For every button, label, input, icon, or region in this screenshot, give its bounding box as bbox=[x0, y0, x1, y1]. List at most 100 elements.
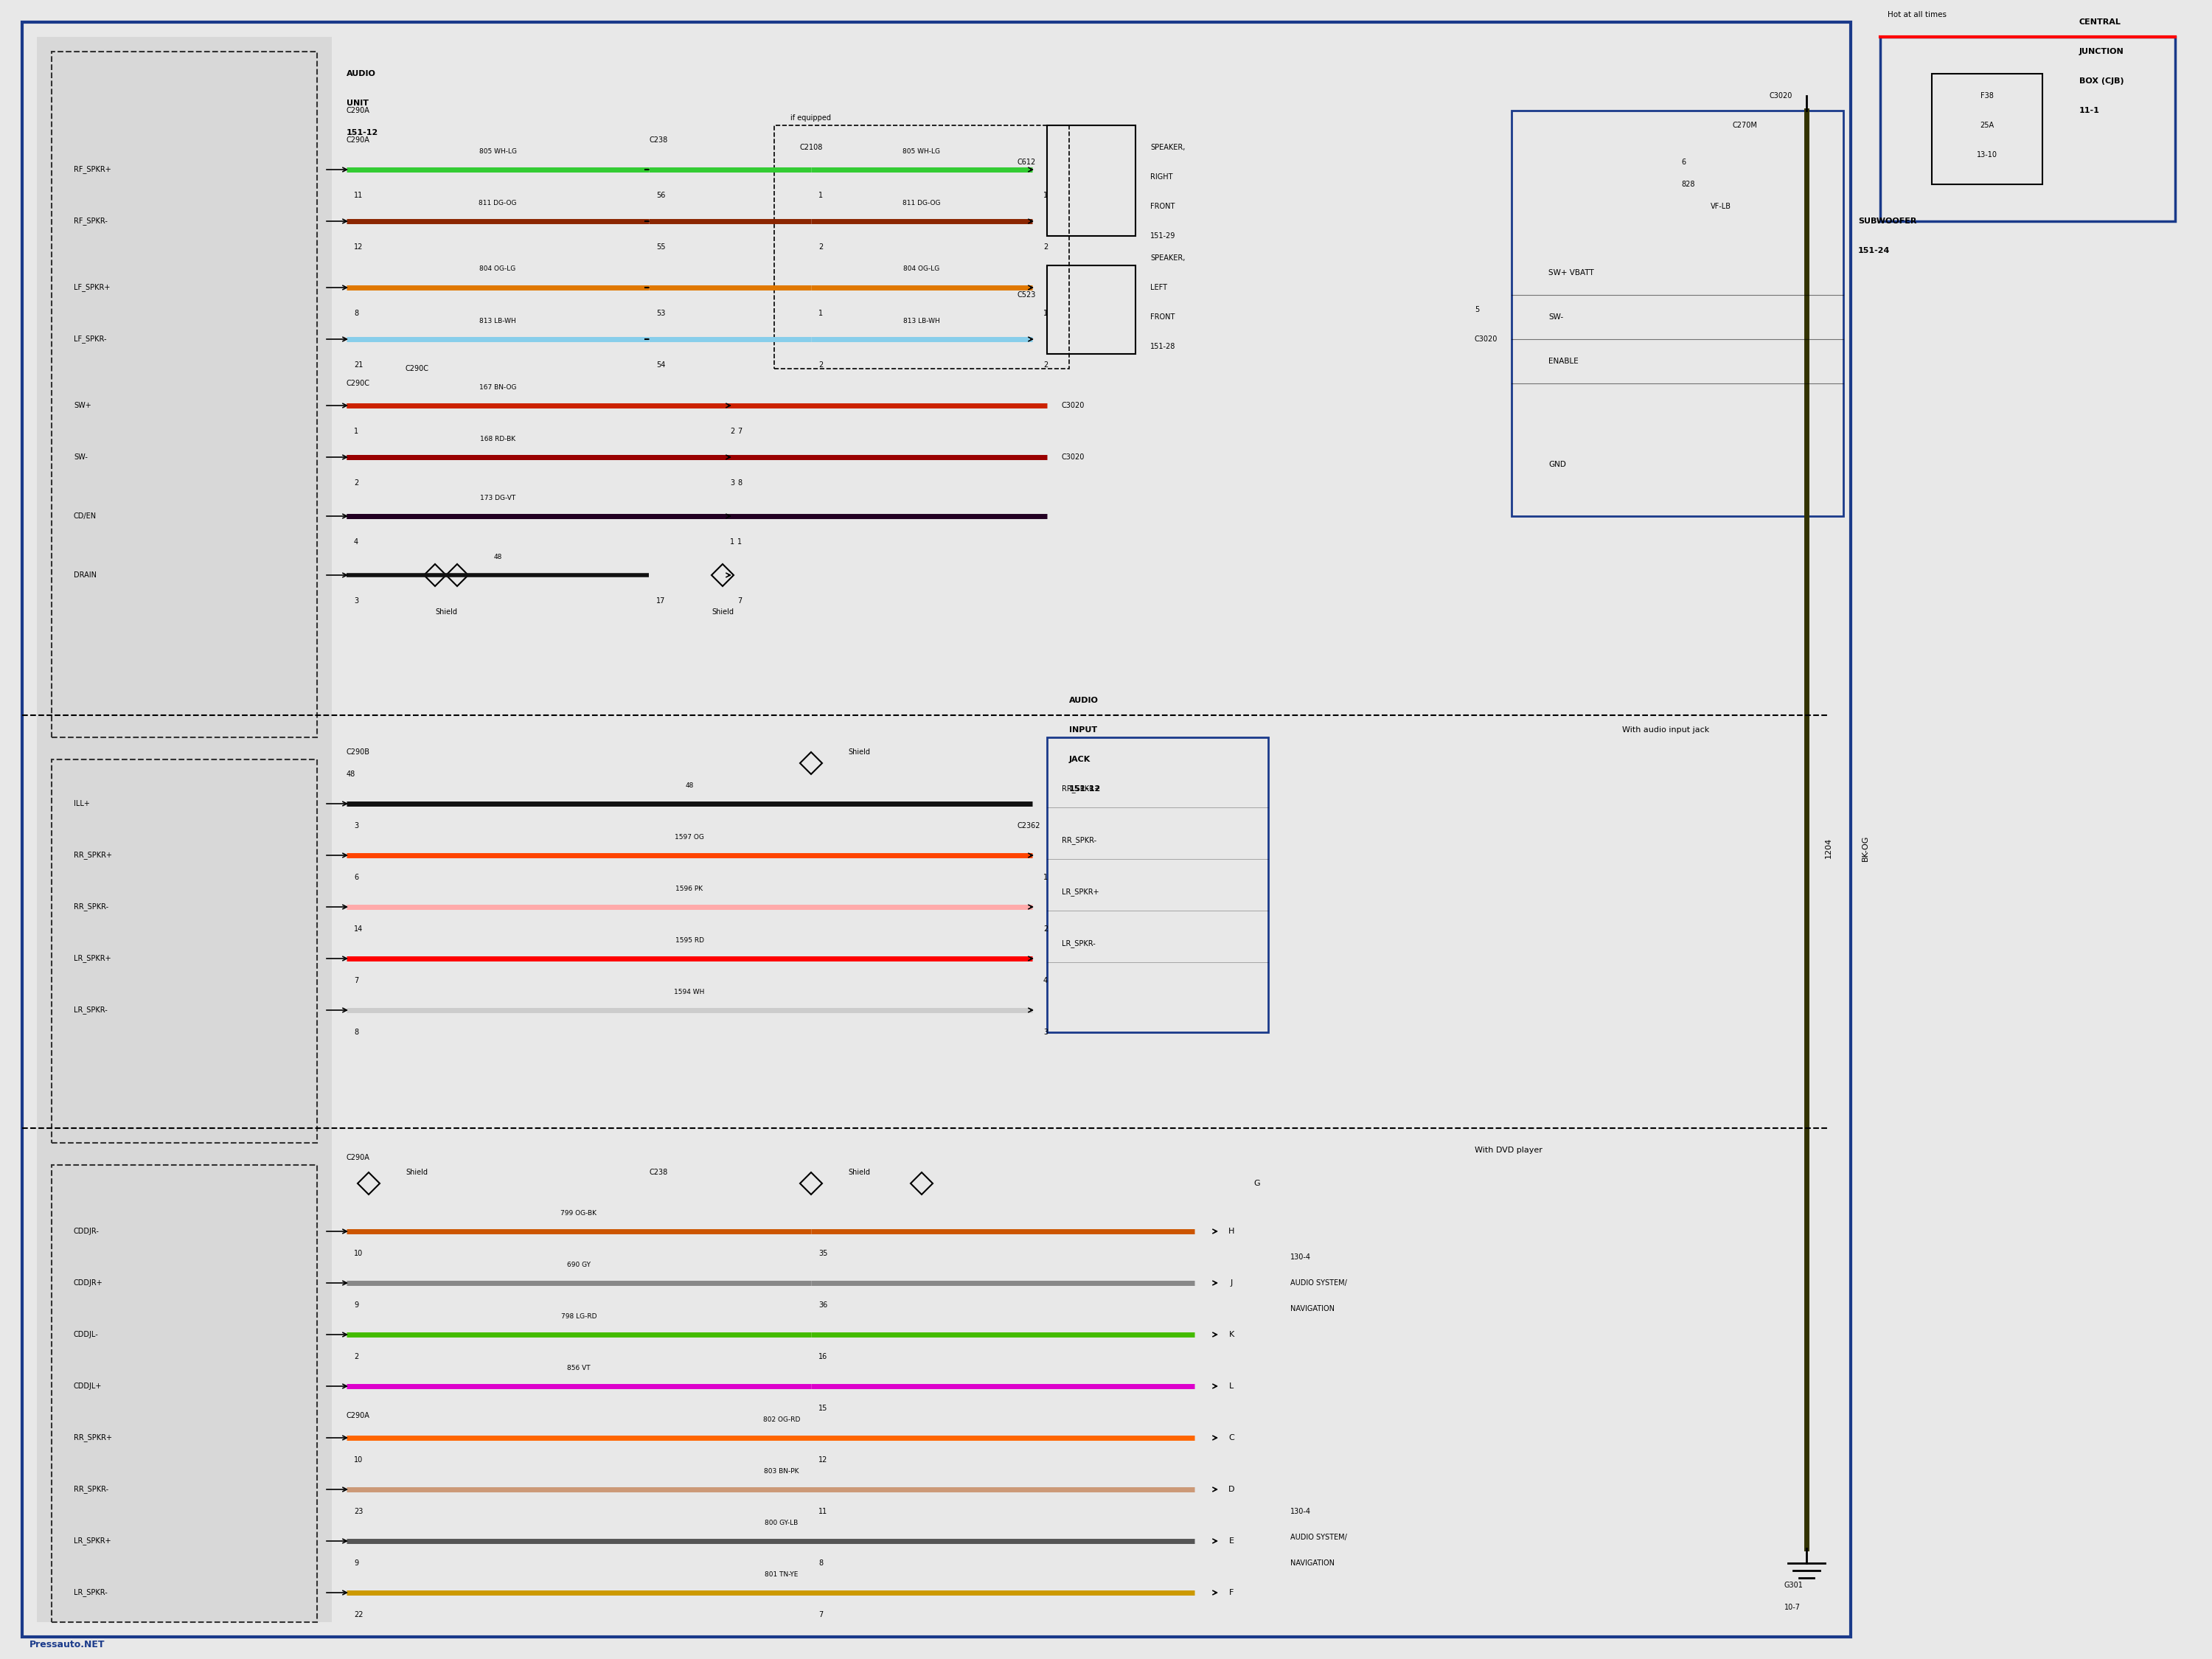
Text: C290A: C290A bbox=[347, 1155, 369, 1161]
Text: BK-OG: BK-OG bbox=[1863, 834, 1869, 861]
Text: C612: C612 bbox=[1018, 159, 1035, 166]
Text: NAVIGATION: NAVIGATION bbox=[1290, 1559, 1334, 1566]
Text: 7: 7 bbox=[737, 597, 741, 604]
Text: 2: 2 bbox=[1044, 244, 1048, 251]
Text: SW+: SW+ bbox=[73, 401, 91, 410]
Text: 11: 11 bbox=[818, 1508, 827, 1515]
Text: CDDJL-: CDDJL- bbox=[73, 1331, 100, 1339]
Text: G: G bbox=[1254, 1180, 1261, 1188]
Text: 11-1: 11-1 bbox=[2079, 106, 2099, 114]
Text: 1: 1 bbox=[354, 428, 358, 435]
Text: C290B: C290B bbox=[347, 748, 369, 757]
Text: 167 BN-OG: 167 BN-OG bbox=[480, 383, 515, 390]
Text: AUDIO SYSTEM/: AUDIO SYSTEM/ bbox=[1290, 1533, 1347, 1541]
Text: E: E bbox=[1230, 1538, 1234, 1545]
Text: RR_SPKR-: RR_SPKR- bbox=[73, 1485, 108, 1493]
Text: J: J bbox=[1230, 1279, 1232, 1287]
Text: 2: 2 bbox=[1044, 926, 1048, 932]
Text: 1: 1 bbox=[1044, 874, 1048, 881]
Text: 3: 3 bbox=[1044, 1029, 1048, 1035]
Text: C290A: C290A bbox=[347, 136, 369, 144]
Text: CDDJL+: CDDJL+ bbox=[73, 1382, 102, 1390]
Bar bbox=[38, 36, 332, 1623]
Text: C290C: C290C bbox=[347, 380, 369, 387]
Text: 2: 2 bbox=[818, 362, 823, 368]
Text: 151-12: 151-12 bbox=[1068, 785, 1102, 793]
Text: 3: 3 bbox=[730, 479, 734, 486]
Text: 16: 16 bbox=[818, 1354, 827, 1360]
Text: RF_SPKR+: RF_SPKR+ bbox=[73, 166, 111, 174]
Text: 805 WH-LG: 805 WH-LG bbox=[478, 148, 515, 154]
Text: 53: 53 bbox=[657, 310, 666, 317]
Text: 130-4: 130-4 bbox=[1290, 1254, 1312, 1261]
Text: JUNCTION: JUNCTION bbox=[2079, 48, 2124, 55]
Text: 801 TN-YE: 801 TN-YE bbox=[765, 1571, 799, 1578]
Text: CD/EN: CD/EN bbox=[73, 513, 97, 519]
Text: 856 VT: 856 VT bbox=[566, 1364, 591, 1370]
Text: C270M: C270M bbox=[1732, 121, 1759, 129]
Text: 12: 12 bbox=[354, 244, 363, 251]
Text: RR_SPKR+: RR_SPKR+ bbox=[73, 1433, 113, 1442]
Bar bbox=[51, 1165, 316, 1623]
Text: 130-4: 130-4 bbox=[1290, 1508, 1312, 1515]
Text: LF_SPKR+: LF_SPKR+ bbox=[73, 284, 111, 292]
Text: C523: C523 bbox=[1018, 292, 1035, 299]
Text: CENTRAL: CENTRAL bbox=[2079, 18, 2121, 27]
Text: With DVD player: With DVD player bbox=[1475, 1146, 1542, 1155]
Text: Shield: Shield bbox=[847, 1168, 869, 1176]
Text: 2: 2 bbox=[1044, 362, 1048, 368]
Text: C290A: C290A bbox=[347, 1412, 369, 1420]
Text: 2: 2 bbox=[354, 1354, 358, 1360]
Text: 799 OG-BK: 799 OG-BK bbox=[562, 1209, 597, 1216]
Text: 36: 36 bbox=[818, 1301, 827, 1309]
Text: 813 LB-WH: 813 LB-WH bbox=[480, 317, 515, 324]
Text: Shield: Shield bbox=[712, 609, 734, 615]
Bar bbox=[1931, 73, 2042, 184]
Text: 151-12: 151-12 bbox=[347, 129, 378, 136]
Text: C: C bbox=[1228, 1433, 1234, 1442]
Text: LR_SPKR-: LR_SPKR- bbox=[1062, 939, 1095, 947]
Text: L: L bbox=[1230, 1382, 1234, 1390]
Text: 1: 1 bbox=[737, 538, 741, 546]
Text: RIGHT: RIGHT bbox=[1150, 173, 1172, 181]
Text: FRONT: FRONT bbox=[1150, 314, 1175, 320]
Text: F: F bbox=[1230, 1589, 1234, 1596]
Text: 804 OG-LG: 804 OG-LG bbox=[480, 265, 515, 272]
Text: UNIT: UNIT bbox=[347, 100, 369, 106]
Text: 168 RD-BK: 168 RD-BK bbox=[480, 435, 515, 441]
Text: 8: 8 bbox=[818, 1559, 823, 1566]
Text: AUDIO: AUDIO bbox=[1068, 697, 1099, 703]
Text: SPEAKER,: SPEAKER, bbox=[1150, 144, 1186, 151]
Text: 7: 7 bbox=[818, 1611, 823, 1619]
Text: 22: 22 bbox=[354, 1611, 363, 1619]
Text: 48: 48 bbox=[686, 781, 695, 788]
Text: Shield: Shield bbox=[405, 1168, 427, 1176]
Text: 6: 6 bbox=[354, 874, 358, 881]
Text: BOX (CJB): BOX (CJB) bbox=[2079, 78, 2124, 85]
Text: LR_SPKR+: LR_SPKR+ bbox=[73, 954, 111, 962]
Text: 2: 2 bbox=[354, 479, 358, 486]
Text: C238: C238 bbox=[648, 136, 668, 144]
Text: 48: 48 bbox=[493, 554, 502, 561]
Text: 23: 23 bbox=[354, 1508, 363, 1515]
Bar bbox=[1046, 126, 1135, 236]
Text: C3020: C3020 bbox=[1062, 453, 1084, 461]
Bar bbox=[1880, 36, 2174, 221]
Text: 4: 4 bbox=[354, 538, 358, 546]
Text: C290A: C290A bbox=[347, 106, 369, 114]
Text: AUDIO SYSTEM/: AUDIO SYSTEM/ bbox=[1290, 1279, 1347, 1287]
Text: 7: 7 bbox=[354, 977, 358, 984]
Text: NAVIGATION: NAVIGATION bbox=[1290, 1306, 1334, 1312]
Text: DRAIN: DRAIN bbox=[73, 571, 97, 579]
Text: 12: 12 bbox=[818, 1457, 827, 1463]
Text: VF-LB: VF-LB bbox=[1710, 202, 1732, 211]
Text: 17: 17 bbox=[657, 597, 666, 604]
Text: 10: 10 bbox=[354, 1249, 363, 1258]
Text: 802 OG-RD: 802 OG-RD bbox=[763, 1417, 801, 1423]
Text: 11: 11 bbox=[354, 192, 363, 199]
Text: 828: 828 bbox=[1681, 181, 1694, 187]
Text: 813 LB-WH: 813 LB-WH bbox=[902, 317, 940, 324]
Text: C2108: C2108 bbox=[799, 144, 823, 151]
Text: 151-24: 151-24 bbox=[1858, 247, 1889, 254]
Text: 1: 1 bbox=[1044, 192, 1048, 199]
